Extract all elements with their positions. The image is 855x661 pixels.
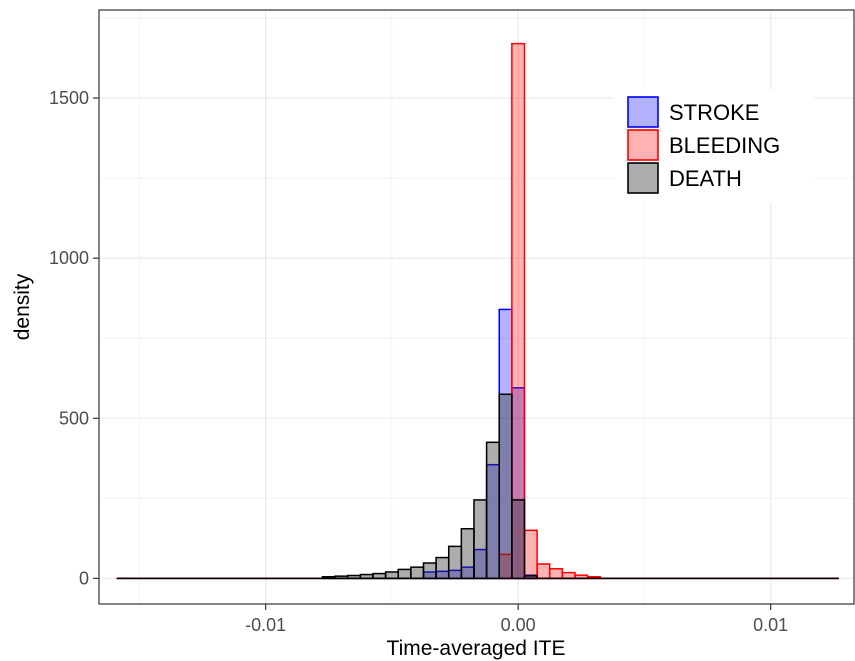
histogram-bar — [359, 573, 374, 580]
legend-key-stroke — [627, 96, 659, 128]
histogram-bar — [485, 441, 500, 580]
legend-background — [614, 90, 814, 202]
histogram-bar — [523, 575, 538, 580]
histogram-bar — [511, 42, 526, 580]
histogram-bar — [321, 576, 336, 580]
panel-border — [98, 9, 855, 605]
y-tick-label: 500 — [59, 408, 89, 428]
x-tick-label: 0.01 — [753, 615, 788, 635]
histogram-bar — [410, 566, 425, 580]
legend: STROKE BLEEDING DEATH — [614, 90, 814, 202]
histogram-bar — [473, 499, 488, 580]
legend-key-death — [627, 162, 659, 194]
series-layer — [116, 42, 839, 580]
histogram-bar — [536, 563, 551, 580]
x-tick-label: -0.01 — [245, 615, 286, 635]
legend-label-bleeding: BLEEDING — [669, 133, 780, 158]
histogram-bar — [435, 556, 450, 580]
histogram-bar — [334, 575, 349, 580]
histogram-bar — [372, 572, 387, 580]
histogram-bar — [511, 499, 526, 580]
series-death — [116, 393, 839, 580]
x-axis-ticks: -0.01 0.00 0.01 — [245, 604, 788, 635]
y-axis-title: density — [11, 273, 34, 340]
y-tick-label: 0 — [79, 568, 89, 588]
histogram-bar — [346, 574, 362, 580]
histogram-bar — [498, 393, 513, 580]
legend-key-bleeding — [627, 129, 659, 161]
grid-minor — [99, 10, 854, 604]
histogram-bar — [384, 571, 399, 580]
histogram-bar — [523, 529, 538, 580]
legend-label-stroke: STROKE — [669, 100, 759, 125]
y-axis-ticks: 0 500 1000 1500 — [49, 88, 99, 588]
x-tick-label: 0.00 — [501, 615, 536, 635]
legend-label-death: DEATH — [669, 166, 742, 191]
histogram-bar — [397, 568, 412, 580]
histogram-bar — [561, 571, 576, 580]
y-tick-label: 1000 — [49, 248, 89, 268]
histogram-bar — [460, 527, 475, 580]
histogram-bar — [447, 545, 463, 580]
y-tick-label: 1500 — [49, 88, 89, 108]
histogram-bar — [422, 562, 437, 580]
x-axis-title: Time-averaged ITE — [387, 637, 566, 660]
histogram-bar — [548, 568, 564, 580]
